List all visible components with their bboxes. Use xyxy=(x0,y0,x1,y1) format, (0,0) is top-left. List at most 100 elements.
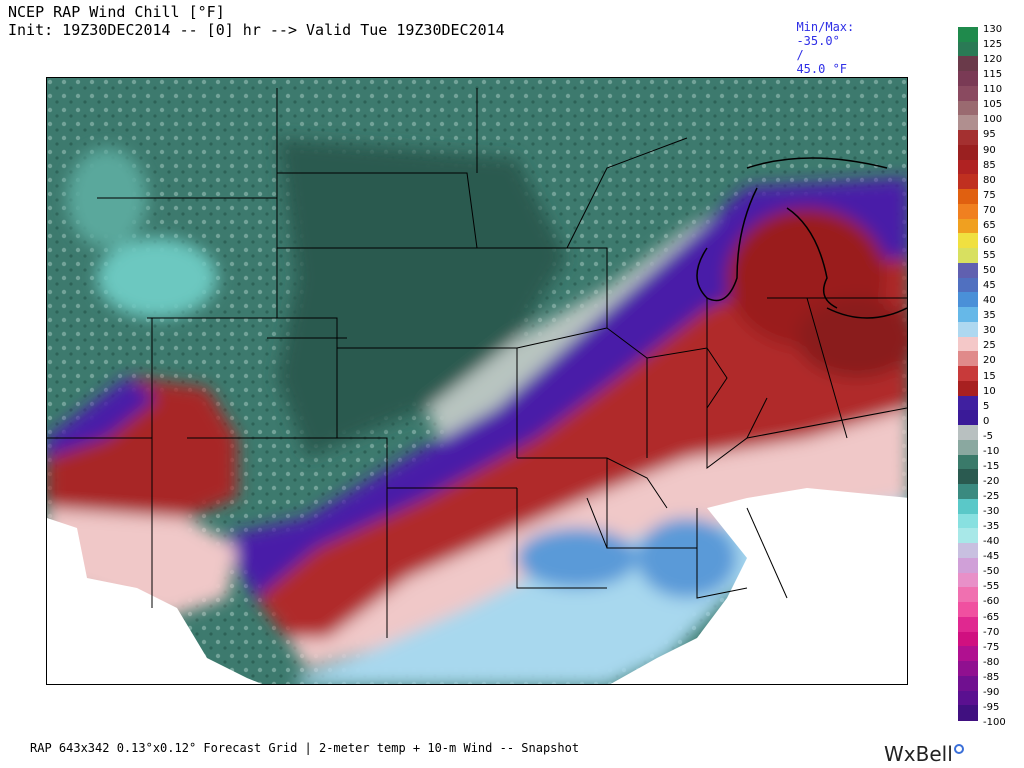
legend-swatch xyxy=(958,262,978,279)
legend-label: 55 xyxy=(983,249,996,261)
map-canvas xyxy=(47,78,907,684)
great-lakes xyxy=(696,157,907,319)
legend-label: 65 xyxy=(983,219,996,231)
legend-swatch xyxy=(958,292,978,308)
legend-swatch xyxy=(958,543,978,559)
legend-swatch xyxy=(958,513,978,529)
legend-label: -90 xyxy=(983,686,1000,698)
legend-swatch xyxy=(958,115,978,131)
legend-label: 100 xyxy=(983,114,1003,126)
legend-label: 90 xyxy=(983,144,996,156)
legend-swatch xyxy=(958,528,978,544)
legend-swatch xyxy=(958,277,978,293)
legend-label: -80 xyxy=(983,656,1000,668)
legend-swatch xyxy=(958,690,978,706)
legend-label: -65 xyxy=(983,611,1000,623)
legend-label: 5 xyxy=(983,400,990,412)
legend-swatch xyxy=(958,85,978,102)
legend-label: 0 xyxy=(983,415,990,427)
legend-label: -10 xyxy=(983,445,1000,457)
init-valid-line: Init: 19Z30DEC2014 -- [0] hr --> Valid T… xyxy=(8,21,505,39)
legend-swatch xyxy=(958,41,978,58)
legend-swatch xyxy=(958,351,978,367)
minmax-separator: / xyxy=(796,48,804,62)
legend-swatch xyxy=(958,174,978,190)
legend-swatch xyxy=(958,425,978,441)
legend-swatch xyxy=(958,144,978,161)
legend-label: -85 xyxy=(983,671,1000,683)
legend-swatch xyxy=(958,248,978,264)
legend-swatch xyxy=(958,469,978,485)
legend-swatch xyxy=(958,616,978,633)
legend-label: 15 xyxy=(983,370,996,382)
legend-swatch xyxy=(958,321,978,338)
legend-swatch xyxy=(958,189,978,205)
legend-label: -60 xyxy=(983,596,1000,608)
legend-label: 95 xyxy=(983,129,996,141)
legend-label: 110 xyxy=(983,84,1003,96)
legend-label: 60 xyxy=(983,234,996,246)
legend-label: -100 xyxy=(983,717,1006,728)
legend-label: -5 xyxy=(983,430,993,442)
legend-label: 75 xyxy=(983,189,996,201)
legend-label: 30 xyxy=(983,325,996,337)
legend-swatch xyxy=(958,27,978,43)
brand-dot-icon xyxy=(953,744,964,754)
legend-label: -20 xyxy=(983,475,1000,487)
legend-label: 25 xyxy=(983,340,996,352)
legend-swatch xyxy=(958,100,978,117)
legend-swatch xyxy=(958,203,978,220)
grid-info-footer: RAP 643x342 0.13°x0.12° Forecast Grid | … xyxy=(30,741,580,755)
legend-swatch xyxy=(958,484,978,500)
brand-logo: WxBell xyxy=(884,742,964,766)
legend-label: 105 xyxy=(983,99,1003,111)
legend-label: -25 xyxy=(983,491,1000,503)
legend-label: 45 xyxy=(983,280,996,292)
brand-name: WxBell xyxy=(884,742,953,766)
legend-swatch xyxy=(958,71,978,87)
legend-swatch xyxy=(958,395,978,411)
legend-label: 20 xyxy=(983,355,996,367)
legend-label: -45 xyxy=(983,551,1000,563)
legend-swatch xyxy=(958,631,978,647)
legend-label: 10 xyxy=(983,385,996,397)
legend-swatch xyxy=(958,557,978,574)
legend-label: 50 xyxy=(983,265,996,277)
legend-swatch xyxy=(958,159,978,176)
color-scale-legend xyxy=(958,27,978,721)
legend-label: 85 xyxy=(983,159,996,171)
chart-title: NCEP RAP Wind Chill [°F] xyxy=(8,3,225,21)
legend-label: -50 xyxy=(983,566,1000,578)
min-value: -35.0° xyxy=(796,34,840,48)
legend-swatch xyxy=(958,366,978,382)
legend-swatch xyxy=(958,587,978,603)
legend-label: -55 xyxy=(983,581,1000,593)
legend-label: -40 xyxy=(983,536,1000,548)
legend-swatch xyxy=(958,336,978,352)
legend-swatch xyxy=(958,218,978,235)
legend-label: -70 xyxy=(983,626,1000,638)
legend-swatch xyxy=(958,233,978,249)
minmax-label: Min/Max: xyxy=(796,20,855,34)
minmax-readout: Min/Max: -35.0° / 45.0 °F xyxy=(782,6,854,76)
wind-chill-map xyxy=(46,77,908,685)
legend-swatch xyxy=(958,130,978,146)
legend-swatch xyxy=(958,572,978,588)
legend-label: -30 xyxy=(983,506,1000,518)
legend-label: 35 xyxy=(983,310,996,322)
legend-label: 125 xyxy=(983,39,1003,51)
legend-swatch xyxy=(958,307,978,323)
state-boundaries xyxy=(47,88,907,638)
legend-label: 80 xyxy=(983,174,996,186)
legend-label: 40 xyxy=(983,295,996,307)
legend-label: 120 xyxy=(983,54,1003,66)
legend-swatch xyxy=(958,454,978,470)
legend-swatch xyxy=(958,646,978,662)
color-scale-labels: 130 125 120 115 110 105 100 95 90 85 80 75 70 65 60 55 5… xyxy=(983,25,1024,728)
legend-label: -35 xyxy=(983,521,1000,533)
legend-label: -75 xyxy=(983,641,1000,653)
legend-swatch xyxy=(958,661,978,677)
legend-swatch xyxy=(958,380,978,397)
no-data-regions xyxy=(47,488,907,684)
legend-swatch xyxy=(958,602,978,618)
